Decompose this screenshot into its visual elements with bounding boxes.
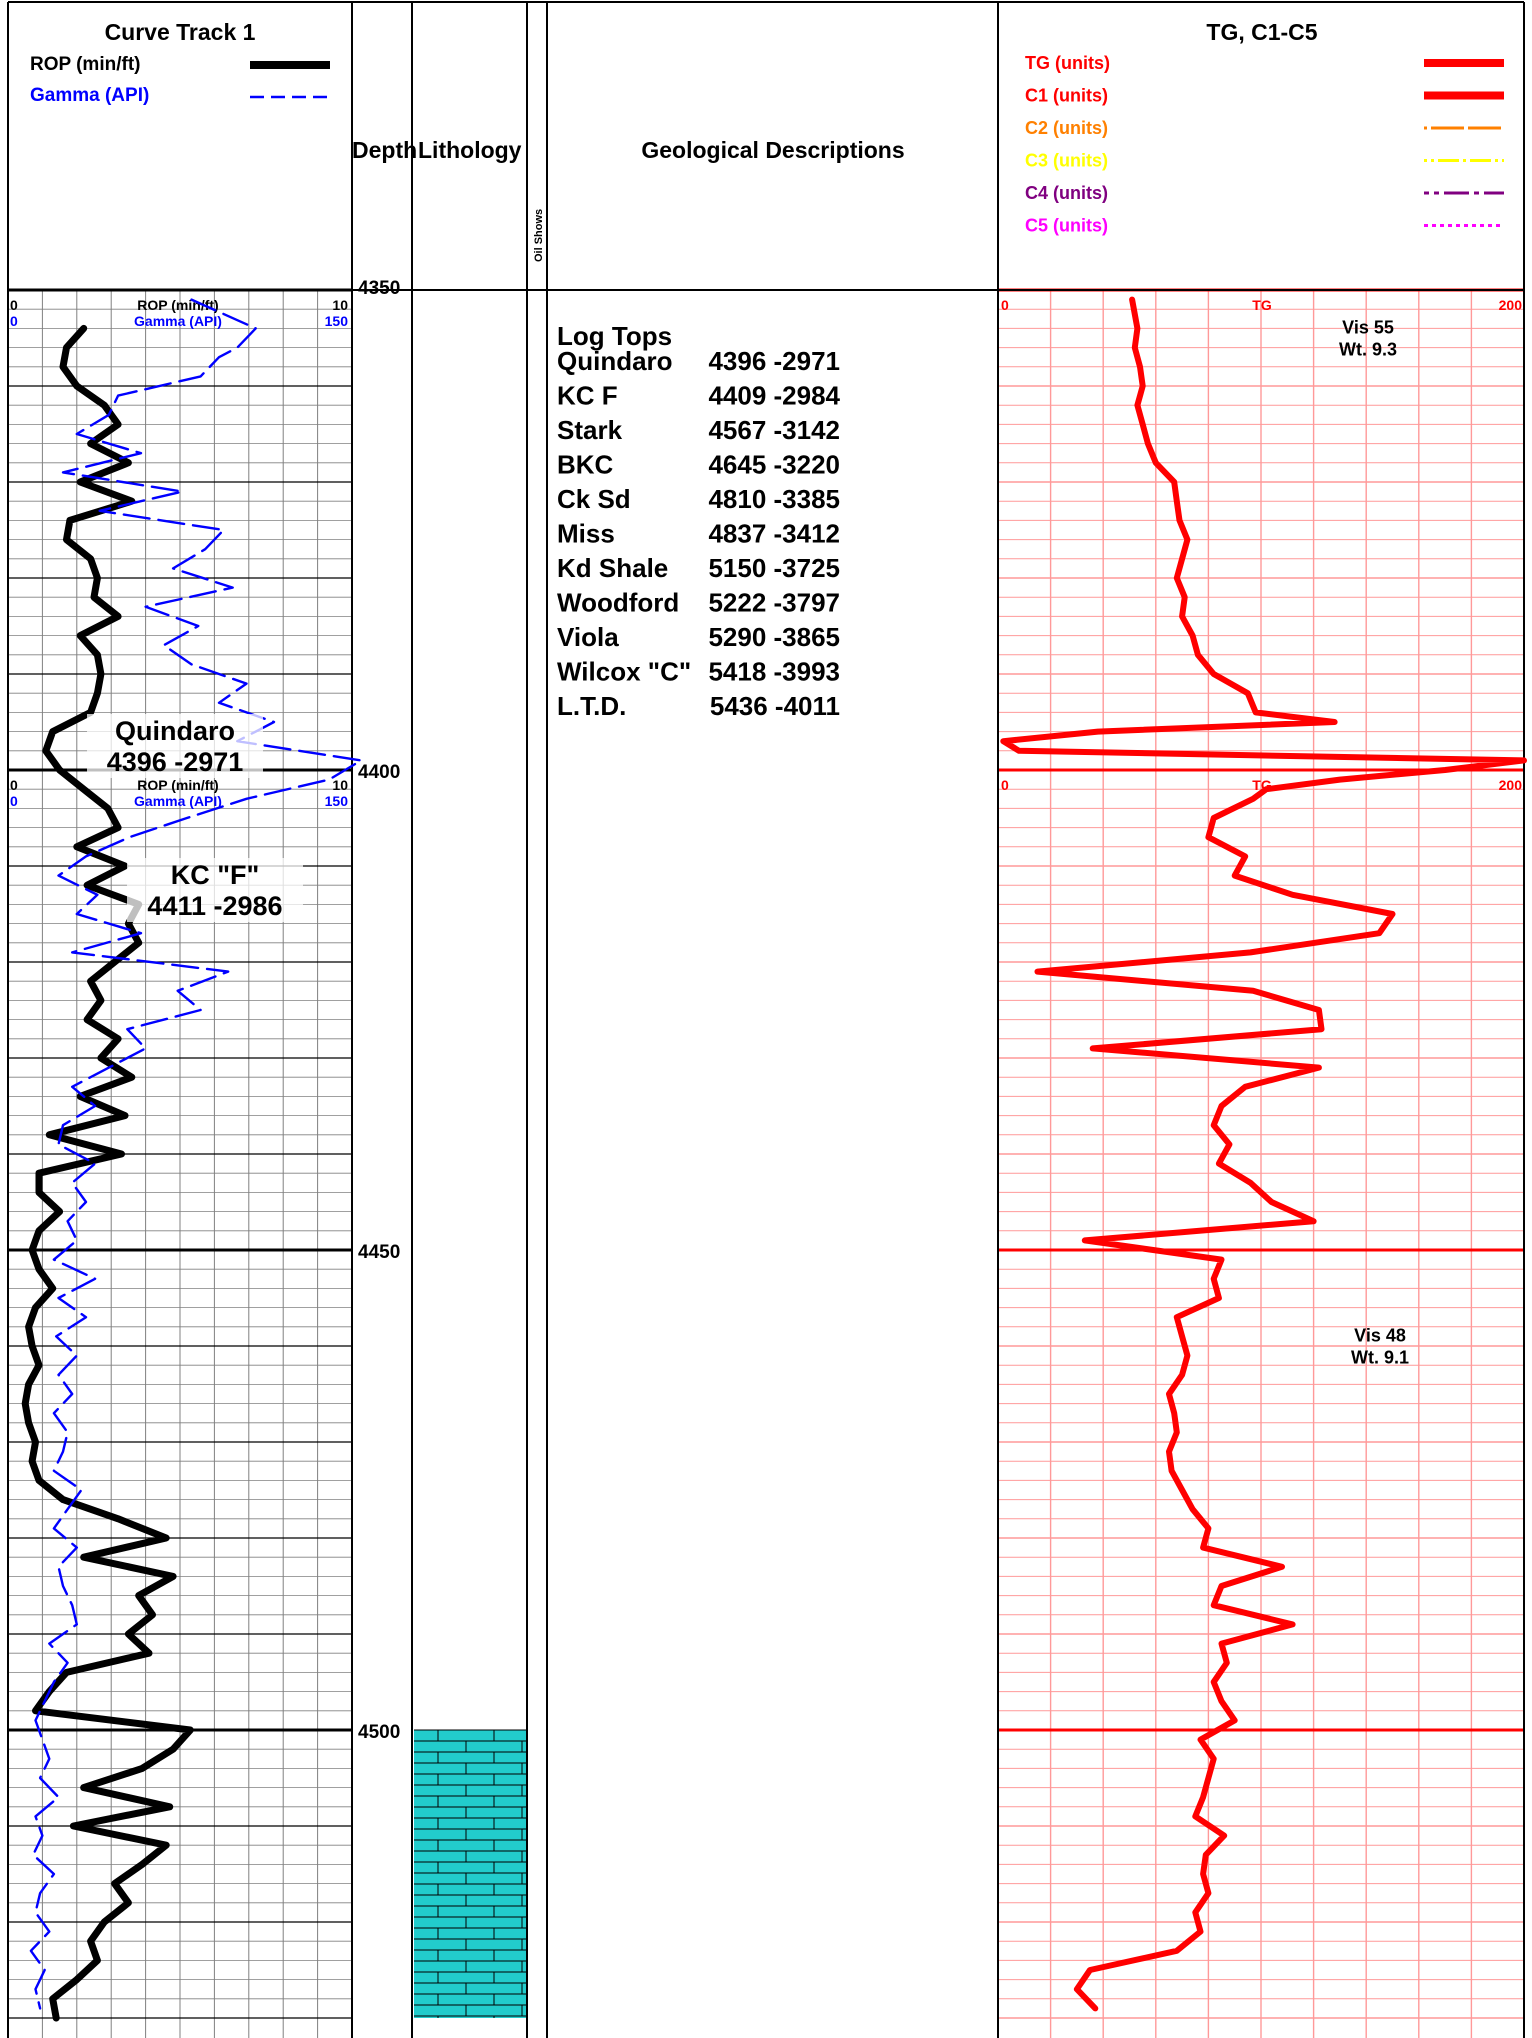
tg-scale-label: TG — [1252, 297, 1272, 313]
log-top-name: Viola — [557, 622, 619, 652]
log-top-value: 4409 -2984 — [708, 381, 840, 411]
tg-scale-min: 0 — [1001, 777, 1009, 793]
gas-legend-label: C5 (units) — [1025, 216, 1108, 236]
log-tops-heading: Log Tops — [557, 321, 672, 351]
top-annotation-text: Quindaro — [115, 716, 235, 746]
gas-legend-label: TG (units) — [1025, 53, 1110, 73]
log-top-value: 4567 -3142 — [708, 415, 840, 445]
depth-label: 4350 — [358, 278, 400, 299]
rop-scale-min: 0 — [10, 777, 18, 793]
mud-property-text: Wt. 9.1 — [1351, 1347, 1409, 1367]
rop-legend-label: ROP (min/ft) — [30, 54, 140, 75]
mud-property-text: Wt. 9.3 — [1339, 339, 1397, 359]
depth-label: 4450 — [358, 1242, 400, 1263]
geological-descriptions: Log Tops Quindaro 4396 -2971 KC F 4409 -298… — [557, 321, 841, 721]
gamma-scale-max: 150 — [325, 313, 349, 329]
depth-labels: 4350 4400 4450 4500 — [358, 278, 400, 1743]
gas-legend-label: C2 (units) — [1025, 118, 1108, 138]
depth-label: 4400 — [358, 762, 400, 783]
log-top-value: 4810 -3385 — [708, 484, 840, 514]
rop-scale-max: 10 — [332, 297, 348, 313]
log-top-value: 5290 -3865 — [708, 622, 840, 652]
gas-legend-label: C3 (units) — [1025, 151, 1108, 171]
data-series — [21, 296, 1527, 2022]
tg-scale-max: 200 — [1499, 777, 1523, 793]
gas-track-title: TG, C1-C5 — [1206, 19, 1317, 45]
log-top-value: 4837 -3412 — [708, 519, 840, 549]
mud-property-text: Vis 55 — [1342, 317, 1394, 337]
rop-scale-min: 0 — [10, 297, 18, 313]
top-annotation-text: KC "F" — [171, 860, 260, 890]
log-top-name: Kd Shale — [557, 553, 668, 583]
rop-scale-max: 10 — [332, 777, 348, 793]
gas-legend-label: C4 (units) — [1025, 183, 1108, 203]
tg-scale-min: 0 — [1001, 297, 1009, 313]
log-top-name: Woodford — [557, 588, 679, 618]
top-annotation-text: 4411 -2986 — [147, 891, 282, 921]
log-top-value: 5418 -3993 — [708, 657, 840, 687]
rop-scale-label: ROP (min/ft) — [137, 297, 218, 313]
log-top-name: Ck Sd — [557, 484, 631, 514]
gamma-scale-min: 0 — [10, 793, 18, 809]
gamma-scale-label: Gamma (API) — [134, 793, 222, 809]
gas-legend-label: C1 (units) — [1025, 86, 1108, 106]
top-annotation-box — [127, 858, 303, 922]
lithology-column-label: Lithology — [418, 137, 522, 163]
gas-track-grid — [998, 288, 1524, 2038]
log-top-value: 5436 -4011 — [710, 691, 840, 721]
log-top-name: BKC — [557, 450, 614, 480]
gas-legend: TG (units) C1 (units) C2 (units) C3 (units)… — [1025, 53, 1504, 236]
tg-scale-max: 200 — [1499, 297, 1523, 313]
top-annotation-text: 4396 -2971 — [107, 747, 244, 777]
log-top-value: 5150 -3725 — [708, 553, 840, 583]
curve-track-grid — [8, 288, 352, 2038]
lithology-limestone-fill — [414, 1730, 526, 2018]
geological-descriptions-label: Geological Descriptions — [641, 137, 904, 163]
log-top-name: Quindaro — [557, 346, 673, 376]
mud-property-text: Vis 48 — [1354, 1325, 1406, 1345]
oil-shows-label: Oil Shows — [533, 209, 545, 262]
gamma-scale-min: 0 — [10, 313, 18, 329]
log-tops-list: Quindaro 4396 -2971 KC F 4409 -2984 Stark 456… — [557, 346, 841, 721]
rop-curve — [21, 324, 194, 2022]
depth-label: 4500 — [358, 1722, 400, 1743]
log-top-value: 5222 -3797 — [708, 588, 840, 618]
rop-scale-label: ROP (min/ft) — [137, 777, 218, 793]
log-top-value: 4645 -3220 — [708, 450, 840, 480]
gamma-scale-max: 150 — [325, 793, 349, 809]
log-top-name: KC F — [557, 381, 618, 411]
tg-curve — [1000, 296, 1527, 2012]
log-top-name: Stark — [557, 415, 623, 445]
scale-labels: 0 ROP (min/ft) 10 0 Gamma (API) 150 0 TG 200 0 ROP… — [10, 297, 1522, 809]
gamma-curve — [29, 298, 363, 2010]
log-top-value: 4396 -2971 — [708, 346, 840, 376]
track-borders — [7, 1, 1525, 2038]
lithology-column — [414, 1729, 526, 2018]
top-annotation-box — [87, 714, 263, 778]
log-top-name: Miss — [557, 519, 615, 549]
gamma-legend-label: Gamma (API) — [30, 85, 149, 106]
log-top-name: Wilcox "C" — [557, 657, 691, 687]
log-top-name: L.T.D. — [557, 691, 626, 721]
gamma-scale-label: Gamma (API) — [134, 313, 222, 329]
depth-column-label: Depth — [352, 137, 417, 163]
header: Curve Track 1 ROP (min/ft) Gamma (API) D… — [30, 19, 1504, 262]
curve-track-title: Curve Track 1 — [105, 19, 256, 45]
